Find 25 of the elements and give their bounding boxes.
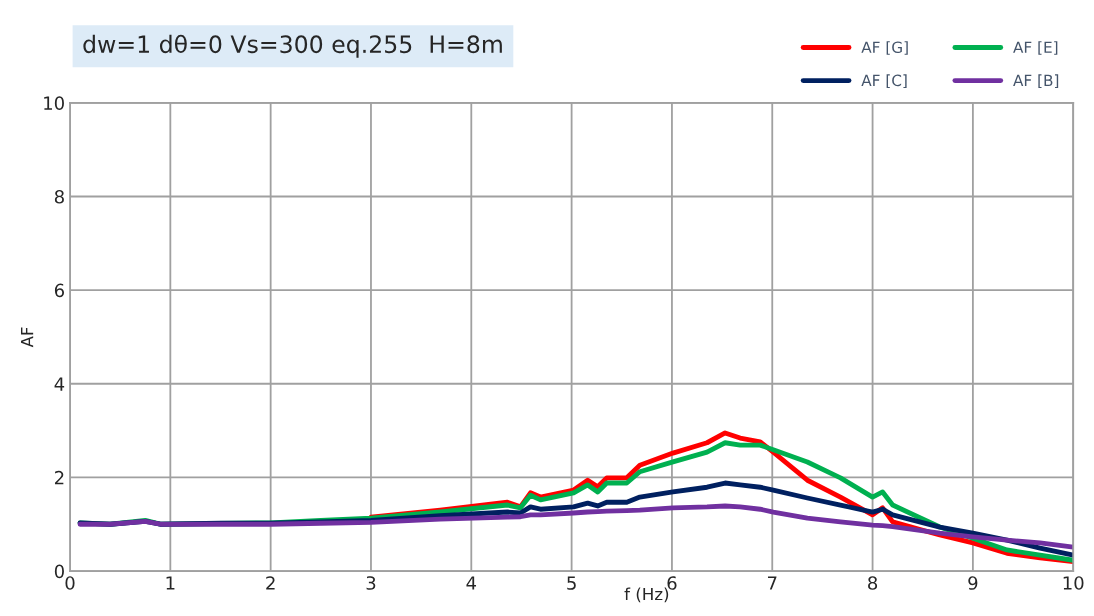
x-tick-label: 7 — [767, 576, 777, 590]
y-tick-label: 0 — [54, 564, 64, 579]
legend-label: AF [B] — [1013, 74, 1059, 88]
x-tick-label: 5 — [567, 576, 576, 590]
legend-label: AF [C] — [861, 74, 907, 88]
legend-label: AF [G] — [861, 41, 908, 55]
y-tick-label: 8 — [54, 189, 64, 204]
x-tick-label: 2 — [266, 576, 275, 590]
line-series — [77, 503, 1074, 550]
x-tick-label: 6 — [667, 576, 677, 590]
x-axis-title: f (Hz) — [624, 587, 669, 603]
x-tick-label: 1 — [166, 576, 175, 590]
y-axis-title: AF — [21, 327, 34, 348]
x-tick-label: 10 — [1063, 576, 1084, 590]
x-tick-label: 4 — [466, 576, 477, 590]
y-tick-label: 10 — [44, 96, 64, 110]
y-tick-label: 2 — [54, 470, 64, 485]
legend-label: AF [E] — [1013, 41, 1058, 55]
x-tick-label: 9 — [968, 576, 978, 590]
y-tick-label: 6 — [54, 283, 65, 298]
chart-title: dw=1 dθ=0 Vs=300 eq.255 H=8m — [83, 34, 502, 58]
x-tick-label: 0 — [65, 576, 75, 590]
y-tick-label: 4 — [54, 377, 65, 391]
x-tick-label: 8 — [868, 576, 878, 590]
x-tick-label: 3 — [366, 576, 376, 590]
